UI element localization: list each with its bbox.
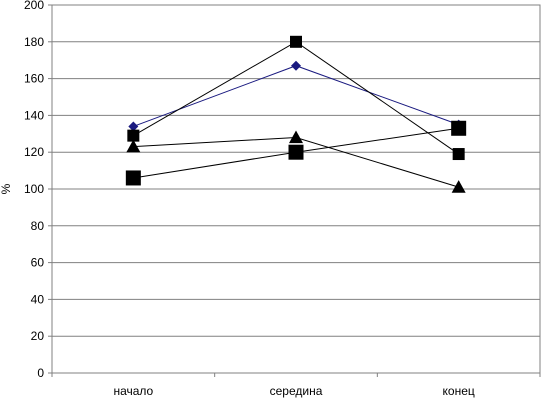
y-tick-label: 120 bbox=[24, 145, 44, 159]
y-axis-title: % bbox=[0, 183, 13, 194]
data-point bbox=[451, 180, 466, 193]
y-tick-label: 40 bbox=[31, 292, 45, 306]
data-point bbox=[125, 170, 141, 186]
data-point bbox=[451, 120, 467, 136]
series-1 bbox=[128, 60, 464, 132]
y-tick-label: 140 bbox=[24, 108, 44, 122]
y-tick-label: 60 bbox=[31, 256, 45, 270]
y-tick-label: 160 bbox=[24, 72, 44, 86]
data-point bbox=[291, 60, 301, 71]
y-tick-label: 100 bbox=[24, 182, 44, 196]
x-axis: начало середина конец bbox=[51, 373, 541, 398]
y-tick-label: 20 bbox=[31, 329, 45, 343]
x-tick-label: конец bbox=[443, 384, 475, 398]
y-tick-label: 0 bbox=[37, 366, 44, 380]
data-point bbox=[288, 144, 304, 160]
data-point bbox=[290, 35, 302, 48]
data-point bbox=[289, 130, 303, 144]
data-point bbox=[126, 139, 141, 153]
series-2 bbox=[127, 35, 465, 161]
x-tick-label: начало bbox=[113, 384, 153, 398]
x-tick-label: середина bbox=[270, 384, 323, 398]
y-tick-label: 180 bbox=[24, 35, 44, 49]
y-axis: 0 20 40 60 80 100 120 140 160 180 200 bbox=[24, 0, 52, 380]
data-point bbox=[127, 129, 140, 142]
data-point bbox=[452, 148, 465, 161]
grid-lines bbox=[52, 41, 540, 337]
series-3 bbox=[126, 130, 466, 193]
data-point bbox=[128, 121, 139, 132]
y-tick-label: 200 bbox=[24, 0, 44, 12]
series-line bbox=[133, 65, 459, 127]
y-tick-label: 80 bbox=[31, 219, 45, 233]
series-4 bbox=[125, 120, 467, 186]
series-layer bbox=[125, 35, 467, 193]
